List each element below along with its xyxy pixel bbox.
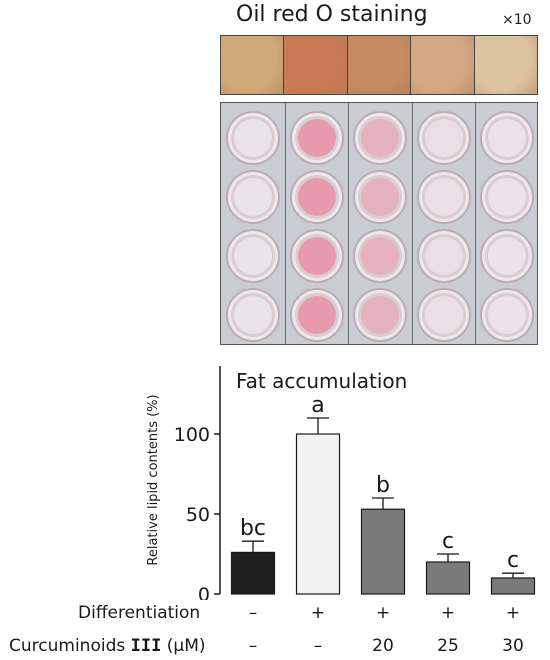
chart-title: Fat accumulation [236,369,407,393]
microscopy-strip [220,35,538,95]
well [480,170,535,224]
differentiation-value-3: + [375,603,391,623]
plate-column-2 [286,109,347,342]
curcuminoids-value-4: 25 [437,636,459,656]
bar-1 [230,551,276,595]
well [353,170,408,224]
y-tick-label: 0 [198,584,210,600]
well [416,111,471,165]
curcuminoids-row-label: Curcuminoids III (μM) [9,636,206,656]
well [226,288,280,342]
plate-divider [284,103,286,344]
well [353,288,408,342]
significance-letter: bc [240,516,266,541]
bar-5 [490,577,536,595]
well [480,288,535,342]
well [289,111,344,165]
micrograph-4 [411,36,475,94]
plate-column-5 [476,109,537,342]
curcuminoids-label: Curcuminoids [9,636,126,656]
plate-divider [348,103,350,344]
micrograph-1 [221,36,285,94]
plate-column-4 [413,109,474,342]
curcuminoids-number: III [130,636,162,656]
differentiation-value-5: + [505,603,521,623]
differentiation-value-2: + [310,603,326,623]
well-plate-photo [220,102,538,345]
curcuminoids-value-1: – [248,636,258,656]
well [353,229,408,283]
plate-column-1 [222,109,283,342]
well [289,288,344,342]
curcuminoids-value-2: – [313,636,323,656]
significance-letter: b [376,473,390,498]
curcuminoids-unit: (μM) [161,636,206,656]
well [416,288,471,342]
bar-4 [425,561,471,595]
curcuminoids-value-5: 30 [502,636,524,656]
well [416,229,471,283]
well [226,170,280,224]
well [226,111,280,165]
y-axis-label: Relative lipid contents (%) [146,394,161,565]
staining-title: Oil red O staining [236,2,428,27]
differentiation-row-label: Differentiation [78,603,201,623]
well [289,170,344,224]
micrograph-3 [347,36,412,94]
significance-letter: a [311,393,324,418]
well [480,111,535,165]
bar-3 [360,508,406,595]
micrograph-5 [474,36,538,94]
plate-divider [475,103,477,344]
significance-letter: c [442,529,454,554]
curcuminoids-value-3: 20 [372,636,394,656]
bar-2 [295,433,341,595]
well [480,229,535,283]
well [353,111,408,165]
plate-column-3 [349,109,410,342]
well [226,229,280,283]
y-tick-label: 100 [174,424,210,446]
significance-letter: c [507,548,519,573]
well [416,170,471,224]
differentiation-value-4: + [440,603,456,623]
well [289,229,344,283]
fat-accumulation-chart: Relative lipid contents (%) Fat accumula… [146,366,536,600]
micrograph-2 [284,36,348,94]
magnification-label: ×10 [502,12,532,28]
y-axis: 0 50 100 [174,366,221,600]
y-tick-label: 50 [186,504,210,526]
differentiation-value-1: – [248,603,258,623]
plate-divider [411,103,413,344]
